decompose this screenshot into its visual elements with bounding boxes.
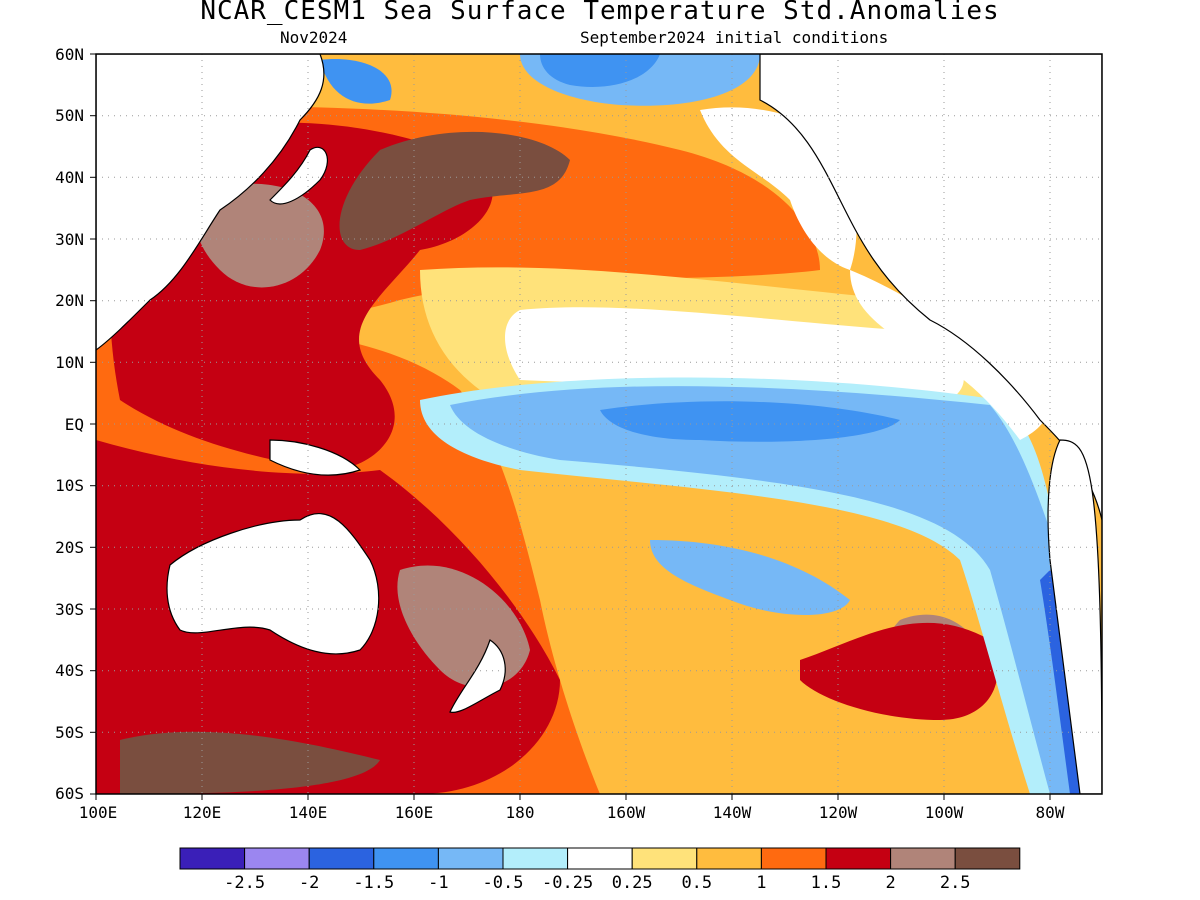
south-america	[1047, 439, 1102, 794]
neutral-east	[850, 270, 1049, 440]
colorbar-swatch	[502, 847, 569, 870]
lat-label: 50N	[55, 106, 84, 125]
colorbar-label: 0.25	[611, 873, 653, 893]
lat-label: EQ	[64, 415, 84, 434]
australia	[166, 513, 380, 655]
lon-label: 100E	[78, 803, 118, 822]
lon-label: 140W	[712, 803, 752, 822]
lat-label: 20S	[55, 538, 84, 557]
colorbar-swatch	[760, 847, 827, 870]
colorbar-label: -2	[298, 873, 320, 893]
colorbar-swatch	[890, 847, 956, 870]
map-title: NCAR_CESM1 Sea Surface Temperature Std.A…	[200, 0, 1000, 26]
lat-label: 40N	[55, 168, 84, 187]
colorbar-label: -2.5	[224, 873, 266, 893]
colorbar-label: 1.5	[810, 873, 842, 893]
new-guinea	[269, 439, 362, 476]
cold-okhotsk	[320, 59, 392, 104]
cold-tongue-strong	[600, 401, 900, 442]
lon-label: 120E	[182, 803, 222, 822]
lat-label: 50S	[55, 723, 84, 742]
colorbar-swatch	[567, 847, 633, 870]
cold-south-band	[650, 540, 850, 615]
anomaly-neutral-central	[505, 307, 964, 400]
lon-label: 160W	[606, 803, 646, 822]
lat-label: 10S	[55, 476, 84, 495]
colorbar-swatch	[244, 847, 310, 870]
anomaly-red-se	[800, 622, 998, 720]
colorbar-label: -1	[428, 873, 449, 893]
lat-label: 20N	[55, 291, 84, 310]
colorbar-label: 2.5	[939, 873, 971, 893]
colorbar-label: 2	[885, 873, 896, 893]
initial-conditions: September2024 initial conditions	[580, 28, 889, 47]
colorbar-swatch	[631, 847, 698, 870]
anomaly-brown-westpac	[196, 183, 324, 288]
axis-ticks	[90, 53, 1051, 800]
lat-label: 60N	[55, 45, 84, 64]
colorbar-swatch	[437, 847, 504, 870]
lat-label: 30N	[55, 230, 84, 249]
lat-label: 60S	[55, 784, 84, 803]
colorbar-label: 1	[756, 873, 767, 893]
colorbar-swatch	[308, 847, 375, 870]
continents	[96, 54, 1102, 794]
colorbar-swatch	[825, 847, 892, 870]
colorbar-label: -0.25	[542, 873, 594, 893]
lon-label: 180	[505, 803, 535, 822]
colorbar-label: -0.5	[482, 873, 524, 893]
anomaly-brown-south	[120, 731, 380, 794]
forecast-month: Nov2024	[280, 28, 348, 47]
colorbar-swatch	[954, 847, 1021, 870]
colorbar-swatch	[696, 847, 762, 870]
lat-label: 30S	[55, 600, 84, 619]
lon-label: 100W	[924, 803, 964, 822]
cold-tongue-mid	[450, 386, 1102, 794]
new-zealand	[449, 639, 506, 713]
lon-label: 120W	[818, 803, 858, 822]
colorbar-swatch	[373, 847, 439, 870]
lon-label: 80W	[1035, 803, 1065, 822]
anomaly-brown-kuroshio	[339, 131, 570, 250]
asia	[96, 54, 325, 351]
colorbar-swatch	[179, 847, 246, 870]
cold-bering-strong	[540, 54, 660, 87]
japan	[269, 146, 329, 205]
lon-label: 140E	[288, 803, 328, 822]
lat-label: 10N	[55, 353, 84, 372]
colorbar-label: -1.5	[353, 873, 395, 893]
lon-label: 160E	[394, 803, 434, 822]
lat-label: 40S	[55, 661, 84, 680]
colorbar-label: 0.5	[681, 873, 713, 893]
